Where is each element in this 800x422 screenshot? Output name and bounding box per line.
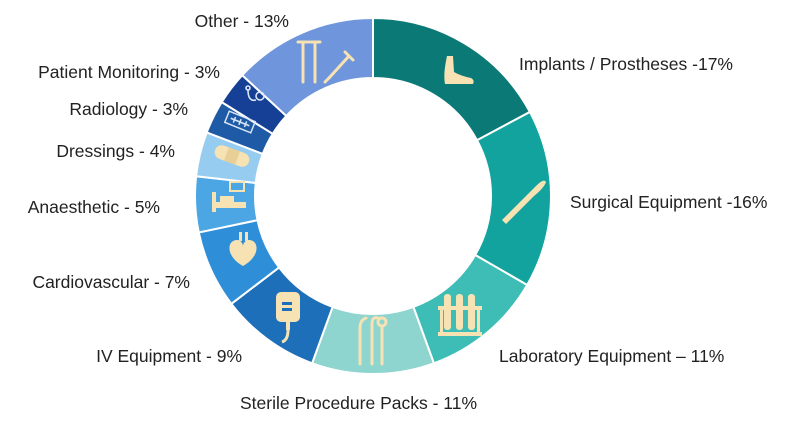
slice-label-5: Cardiovascular - 7% xyxy=(32,272,190,292)
slice-label-0: Implants / Prostheses -17% xyxy=(519,54,733,74)
slice-label-4: IV Equipment - 9% xyxy=(96,346,242,366)
slice-label-7: Dressings - 4% xyxy=(56,141,175,161)
slice-label-2: Laboratory Equipment – 11% xyxy=(499,346,725,366)
slice-10 xyxy=(240,16,374,118)
slice-label-1: Surgical Equipment -16% xyxy=(570,192,768,212)
slice-label-3: Sterile Procedure Packs - 11% xyxy=(240,393,478,413)
slice-label-9: Patient Monitoring - 3% xyxy=(38,62,220,82)
slice-label-6: Anaesthetic - 5% xyxy=(27,197,160,217)
slice-label-8: Radiology - 3% xyxy=(69,99,188,119)
slice-3 xyxy=(310,305,436,375)
slice-label-10: Other - 13% xyxy=(194,11,289,31)
slice-0 xyxy=(372,16,532,142)
slice-1 xyxy=(473,110,552,287)
